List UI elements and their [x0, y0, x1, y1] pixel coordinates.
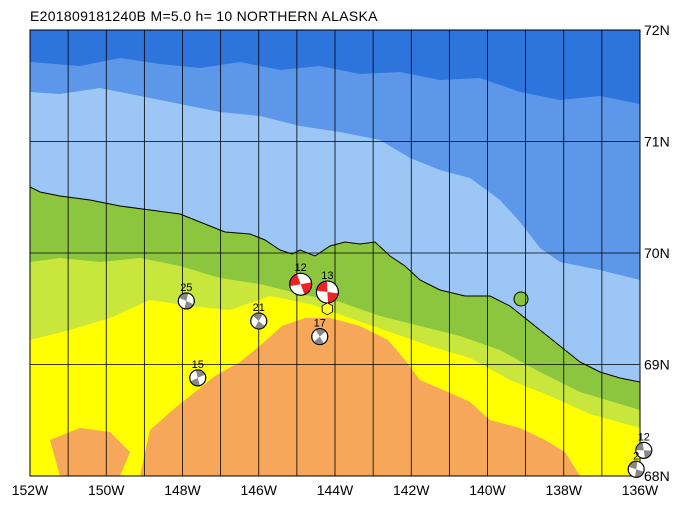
event-label: 12: [638, 431, 650, 443]
focal-mechanism-beachball: 12: [635, 431, 653, 459]
event-label: 17: [314, 318, 326, 330]
latitude-label: 72N: [644, 22, 670, 38]
beachball-quadrant: [313, 336, 324, 345]
mountain-area: [50, 428, 130, 476]
beachball-quadrant: [327, 292, 339, 304]
beachball-quadrant: [635, 442, 644, 451]
event-label: 2: [633, 450, 639, 462]
beachball-quadrant: [634, 469, 644, 478]
beachball-rim: [250, 312, 268, 330]
longitude-label: 146W: [240, 482, 277, 498]
longitude-label: 144W: [317, 482, 354, 498]
focal-mechanism-beachball: 12: [289, 262, 313, 296]
focal-mechanism-beachball: 25: [177, 282, 195, 310]
beachball-rim: [635, 441, 653, 459]
beachball-rim: [289, 272, 313, 296]
beachball-quadrant: [254, 321, 265, 330]
longitude-label: 138W: [545, 482, 582, 498]
beachball-rim: [627, 460, 645, 478]
mountain-area: [140, 318, 580, 476]
map-title: E201809181240B M=5.0 h= 10 NORTHERN ALAS…: [30, 8, 378, 24]
event-label: 15: [192, 359, 204, 371]
beachball-rim: [311, 328, 329, 346]
focal-mechanism-beachball: 17: [311, 318, 329, 346]
longitude-label: 150W: [88, 482, 125, 498]
longitude-label: 140W: [469, 482, 506, 498]
epicenter-marker: [321, 302, 334, 316]
beachball-quadrant: [643, 450, 652, 459]
longitude-label: 152W: [12, 482, 49, 498]
event-label: 25: [180, 282, 192, 294]
coastline: [513, 291, 529, 307]
epicenter-hexagon: [321, 302, 334, 316]
beachball-rim: [189, 369, 207, 387]
longitude-label: 142W: [393, 482, 430, 498]
focal-mechanism-beachball: 21: [250, 302, 268, 330]
beachball-quadrant: [628, 461, 638, 470]
focal-mechanism-beachball: 2: [627, 450, 645, 478]
latitude-label: 68N: [644, 468, 670, 484]
beachball-quadrant: [252, 313, 263, 322]
coastline: [30, 186, 640, 383]
latitude-axis: 72N 71N 70N 69N 68N: [644, 22, 670, 484]
event-label: 21: [253, 302, 265, 314]
longitude-label: 136W: [622, 482, 659, 498]
event-label: 12: [295, 262, 307, 274]
focal-mechanism-beachball: 15: [189, 359, 207, 387]
longitude-label: 148W: [164, 482, 201, 498]
beachball-quadrant: [315, 328, 326, 337]
map-frame: [29, 29, 641, 477]
island: [514, 292, 528, 306]
event-label: 13: [321, 270, 333, 282]
latitude-label: 69N: [644, 357, 670, 373]
latitude-label: 71N: [644, 134, 670, 150]
latitude-label: 70N: [644, 245, 670, 261]
beachball-rim: [177, 292, 195, 310]
longitude-axis: 152W 150W 148W 146W 144W 142W 140W 138W 136W: [12, 482, 659, 498]
focal-mechanisms: 12 13 25 21 17 15 12 2: [177, 262, 653, 478]
beachball-quadrant: [316, 281, 328, 293]
